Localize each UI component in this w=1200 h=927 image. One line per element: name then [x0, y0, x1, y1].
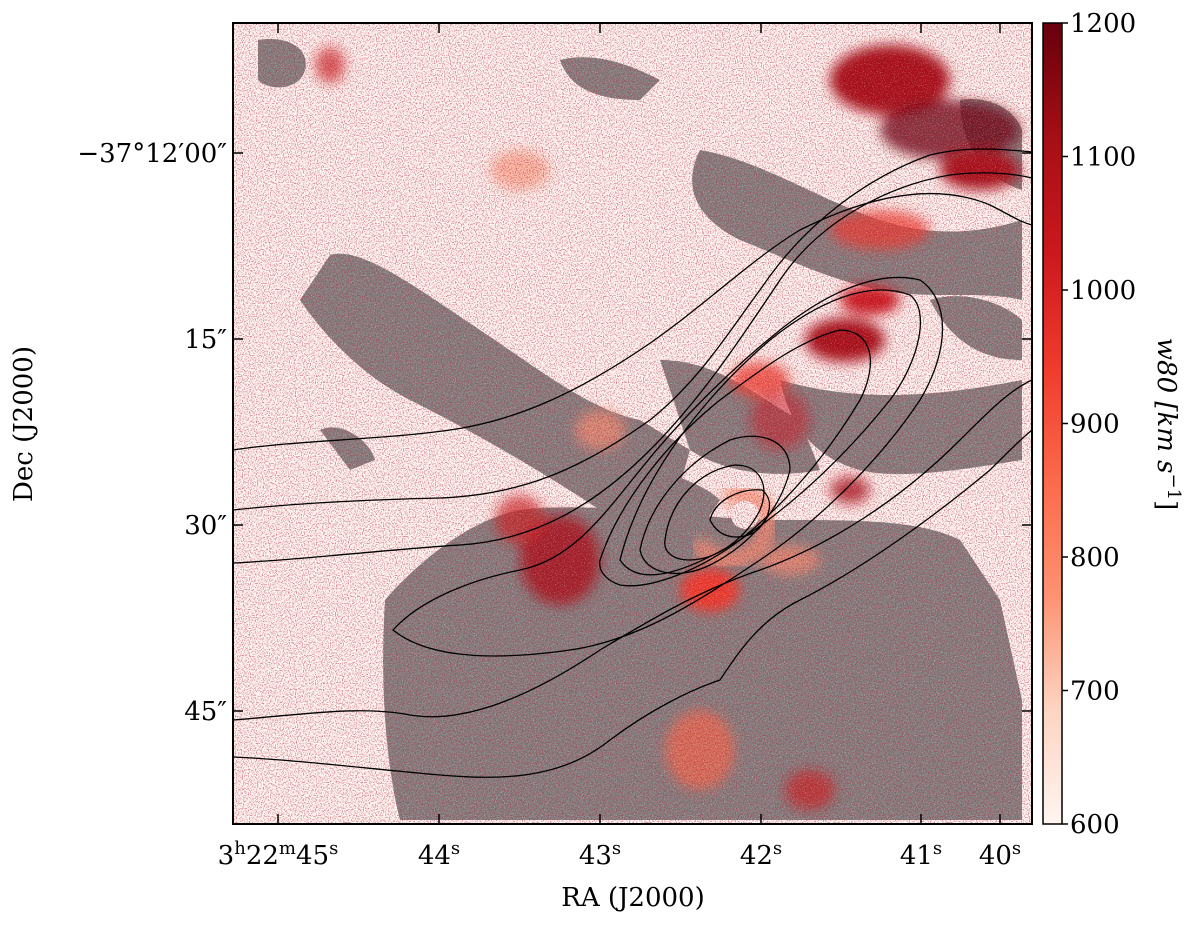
y-tick-label: 15″: [184, 325, 227, 355]
colorbar-tick-label: 900: [1070, 410, 1120, 440]
y-tick-label: 30″: [184, 511, 227, 541]
x-tick-label: 40s: [979, 838, 1021, 871]
y-axis-ticks: −37°12′00″ 15″ 30″ 45″: [77, 139, 1032, 727]
y-axis-title: Dec (J2000): [9, 346, 39, 502]
colorbar-tick-label: 1000: [1070, 276, 1136, 306]
plot-frame: [232, 22, 1033, 825]
colorbar-label: w80 [km s−1]: [1151, 338, 1184, 510]
colorbar-tick-label: 1100: [1070, 143, 1136, 173]
speckle-noise-dark: [233, 23, 1032, 824]
x-axis-ticks: 3h22m45s 44s 43s 42s 41s 40s: [218, 23, 1021, 871]
heatmap-image: [233, 23, 1032, 824]
y-tick-label: −37°12′00″: [77, 139, 227, 169]
x-tick-label: 41s: [900, 838, 942, 871]
colorbar-label-sup: −1: [1163, 474, 1184, 501]
colorbar: [1042, 22, 1063, 825]
radio-contours: [233, 148, 1032, 778]
colorbar-tick-label: 800: [1070, 543, 1120, 573]
colorbar-tick-label: 700: [1070, 677, 1120, 707]
colorbar-tick-label: 1200: [1070, 9, 1136, 39]
colorbar-label-main: w80 [km s: [1151, 338, 1181, 474]
colorbar-label-end: ]: [1151, 500, 1181, 510]
x-tick-label: 43s: [579, 838, 621, 871]
x-tick-label: 44s: [418, 838, 460, 871]
x-tick-label: 3h22m45s: [218, 838, 339, 871]
colorbar-tick-label: 600: [1070, 810, 1120, 840]
x-axis-title: RA (J2000): [561, 883, 705, 913]
colorbar-ticks: 600 700 800 900 1000 1100 1200: [1062, 9, 1136, 840]
y-tick-label: 45″: [184, 697, 227, 727]
x-tick-label: 42s: [740, 838, 782, 871]
